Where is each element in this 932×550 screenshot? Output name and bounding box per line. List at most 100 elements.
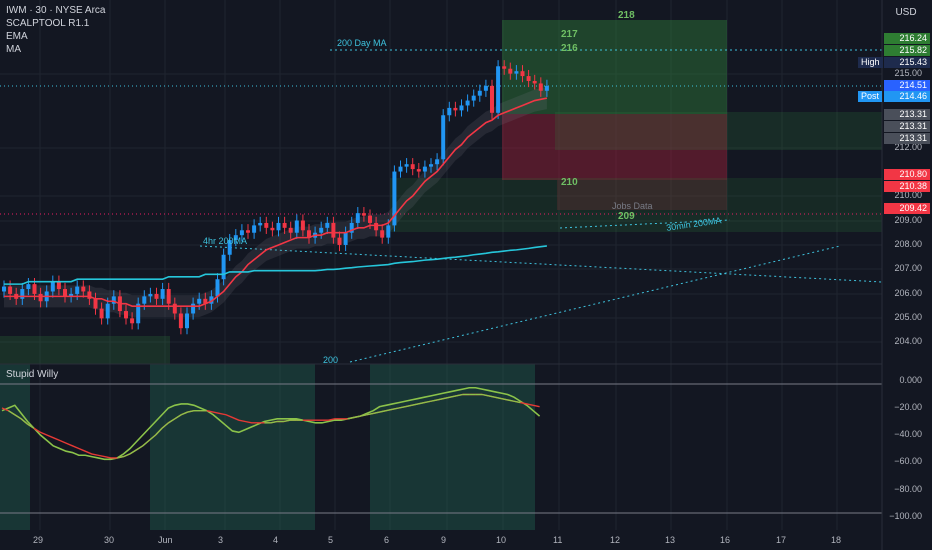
price-tick: 208.00 [894, 239, 922, 249]
osc-tick: −60.00 [894, 456, 922, 466]
candle-body [325, 222, 330, 228]
candle-body [227, 240, 232, 255]
osc-d-segment [513, 400, 521, 404]
osc-d-segment [392, 407, 399, 411]
price-tag-213-31-a: 213.31 [884, 109, 930, 120]
candle-body [343, 232, 348, 245]
ema-line [4, 97, 548, 307]
price-tag-213-31-b: 213.31 [884, 121, 930, 132]
date-tick: Jun [158, 535, 173, 545]
candles [2, 60, 549, 335]
candle-body [105, 303, 110, 319]
osc-d-segment [174, 414, 182, 420]
price-tag-215-43: 215.43 [884, 57, 930, 68]
candle-body [319, 227, 324, 233]
candle-body [477, 90, 482, 96]
candle-body [459, 105, 464, 111]
osc-zone-3 [370, 364, 535, 530]
candle-body [374, 222, 379, 231]
date-tick: 4 [273, 535, 279, 545]
osc-d-segment [168, 418, 176, 424]
candle-body [490, 85, 494, 113]
candle-body [471, 95, 476, 101]
osc-d-segment [481, 393, 489, 397]
candle-body [148, 293, 153, 297]
reference-lines [0, 0, 883, 550]
date-tick: 18 [831, 535, 842, 545]
indicator-ma[interactable]: MA [6, 44, 21, 55]
osc-d-segment [366, 412, 374, 416]
trend-200-note: 200 [323, 355, 339, 365]
candle-body [337, 237, 342, 245]
candle-body [32, 284, 37, 294]
candle-body [81, 286, 86, 292]
osc-d-segment [488, 395, 495, 398]
candle-body [282, 222, 287, 228]
price-tag-214-46: 214.46 [884, 91, 930, 102]
candle-body [75, 286, 80, 294]
candle-body [63, 289, 67, 297]
ma-line-path [4, 245, 547, 285]
price-tick: 206.00 [894, 288, 922, 298]
osc-d-segment [187, 410, 195, 413]
date-tick: 3 [218, 535, 224, 545]
osc-d-segment [180, 411, 188, 416]
osc-d-segment [456, 393, 463, 397]
trend-200-line [349, 245, 841, 363]
candle-body [233, 235, 238, 241]
date-tick: 10 [496, 535, 507, 545]
currency-button[interactable]: USD [895, 7, 917, 18]
candle-body [307, 230, 311, 238]
osc-d-segment [424, 400, 431, 404]
candle-body [355, 213, 360, 223]
green-zone-210 [390, 178, 882, 212]
level-210-label: 210 [561, 177, 578, 188]
candle-body [56, 281, 61, 290]
candle-body [87, 291, 92, 299]
candle-body [398, 166, 403, 172]
chart-header: IWM · 30 · NYSE Arca SCALPTOOL R1.1 EMA … [6, 4, 105, 56]
ma-30min-line [559, 219, 731, 229]
osc-tick: 0.000 [899, 375, 922, 385]
date-tick: 13 [665, 535, 676, 545]
osc-zone-2 [150, 364, 315, 530]
date-tick: 12 [610, 535, 621, 545]
candle-body [130, 318, 135, 324]
level-216-label: 216 [561, 43, 578, 54]
candle-body [544, 85, 549, 91]
post-label: Post [858, 91, 883, 102]
osc-d-segment [437, 397, 444, 401]
price-tick: 204.00 [894, 336, 922, 346]
green-zone-213 [555, 112, 882, 150]
osc-d-segment [379, 410, 387, 413]
candle-body [538, 83, 543, 91]
candle-body [99, 308, 104, 319]
osc-d-segment [117, 455, 124, 459]
price-tick: 210.00 [894, 190, 922, 200]
osc-k-line [1, 386, 541, 461]
osc-d-segment [353, 415, 361, 419]
ma-line [4, 245, 547, 285]
osc-d-segment [136, 445, 144, 451]
candle-body [288, 227, 293, 233]
candle-body [422, 166, 427, 172]
red-stop-zone-lower [557, 180, 727, 210]
candle-body [258, 222, 263, 226]
level-217-label: 217 [561, 29, 578, 40]
candle-body [447, 107, 452, 116]
candle-body [221, 254, 226, 280]
indicator-scalptool[interactable]: SCALPTOOL R1.1 [6, 18, 90, 29]
indicator-ema[interactable]: EMA [6, 31, 28, 42]
price-tag-214-51: 214.51 [884, 80, 930, 91]
price-tag-210-38: 210.38 [884, 181, 930, 192]
osc-tick: −20.00 [894, 402, 922, 412]
candle-body [294, 220, 299, 233]
osc-tick: −40.00 [894, 429, 922, 439]
jobs-data-note: Jobs Data [612, 201, 653, 211]
osc-d-segment [27, 423, 35, 429]
level-209-label: 209 [618, 211, 635, 222]
oscillator-title[interactable]: Stupid Willy [6, 369, 59, 380]
date-tick: 16 [720, 535, 731, 545]
price-tick: 205.00 [894, 312, 922, 322]
